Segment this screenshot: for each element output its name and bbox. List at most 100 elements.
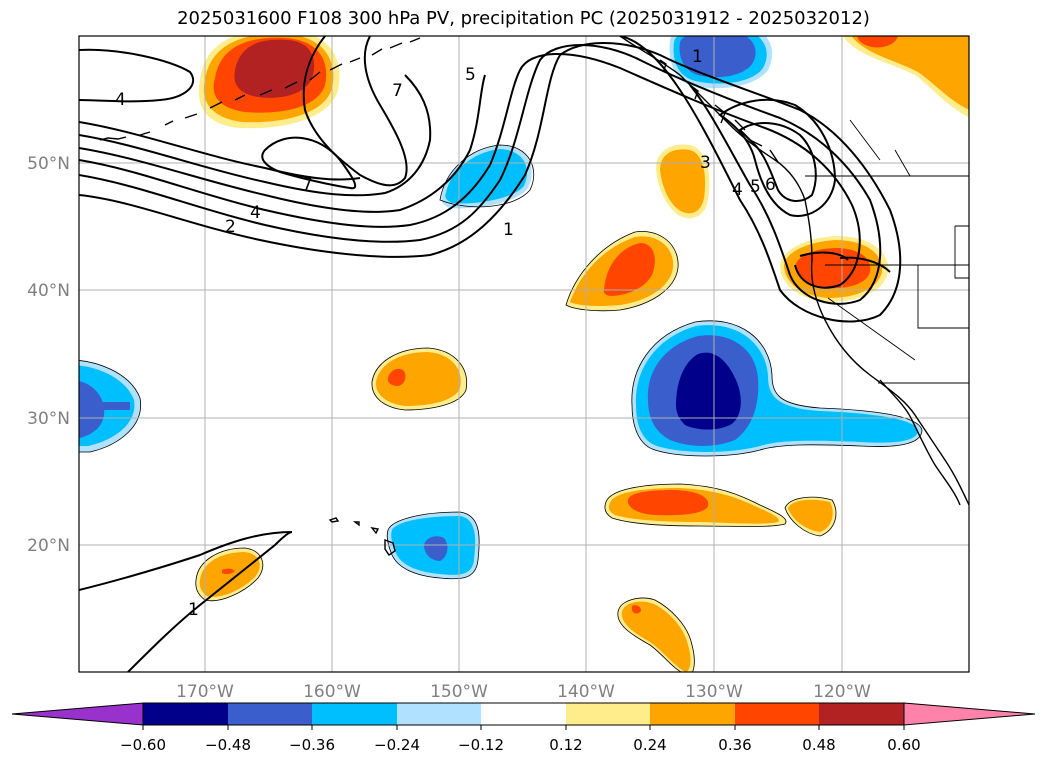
precip-negative-region: [679, 36, 756, 78]
precip-positive-region: [375, 352, 461, 406]
pv-label: 4: [250, 203, 261, 223]
pv-contour-labels: 1 2 4 5 7 7 3 4 5 6 4 1 1: [115, 47, 776, 620]
coastlines: [99, 36, 969, 556]
colorbar-label: −0.36: [289, 736, 335, 754]
lat-tick-labels: 50°N 40°N 30°N 20°N: [27, 154, 70, 556]
pv-label: 2: [225, 217, 236, 237]
precip-negative-region: [424, 536, 448, 561]
colorbar-tick-labels: −0.60 −0.48 −0.36 −0.24 −0.12 0.12 0.24 …: [120, 736, 921, 754]
pv-contour: [79, 531, 293, 591]
pv-label: 3: [700, 153, 711, 173]
pv-label: 5: [465, 65, 476, 85]
lat-label: 30°N: [27, 409, 70, 429]
precip-outline: [604, 483, 787, 527]
precip-outline: [617, 597, 695, 672]
map-area: 1 2 4 5 7 7 3 4 5 6 4 1 1: [79, 36, 969, 672]
colorbar-segment: [735, 703, 819, 725]
colorbar-extend-high: [903, 702, 1036, 726]
pv-contour: [261, 136, 357, 190]
pv-label: 4: [732, 180, 743, 200]
colorbar-label: −0.24: [374, 736, 420, 754]
precip-outline: [195, 547, 264, 602]
colorbar-label: −0.48: [205, 736, 251, 754]
pv-contour: [79, 52, 861, 289]
lat-label: 20°N: [27, 536, 70, 556]
precip-positive-region: [621, 601, 691, 672]
colorbar-label: 0.36: [718, 736, 751, 754]
precip-negative-region: [79, 381, 105, 438]
precip-outline: [784, 496, 837, 537]
coastline-aleutians: [99, 37, 421, 141]
border-canada-provinces: [849, 119, 911, 177]
precip-outline: [79, 360, 142, 453]
lat-label: 50°N: [27, 154, 70, 174]
pv-label: 7: [302, 175, 313, 195]
precip-positive-region: [660, 149, 706, 214]
pv-contour: [79, 74, 432, 197]
colorbar-segment: [566, 703, 650, 725]
pv-contour: [79, 121, 361, 181]
colorbar-segment: [650, 703, 735, 725]
lon-label: 170°W: [176, 682, 234, 702]
colorbar-label: −0.12: [458, 736, 504, 754]
colorbar-segment: [481, 703, 566, 725]
precip-positive-region: [857, 36, 898, 48]
pv-contour: [799, 251, 891, 273]
lon-label: 140°W: [557, 682, 615, 702]
pv-contours: [79, 36, 902, 672]
pv-contour: [79, 36, 902, 323]
precip-positive-region: [851, 36, 969, 110]
colorbar-frame: [142, 702, 905, 726]
pv-contour: [79, 48, 195, 103]
pv-contour: [302, 36, 408, 187]
border-states: [825, 225, 969, 384]
colorbar-label: 0.48: [802, 736, 835, 754]
pv-contour: [127, 531, 293, 672]
pv-label: 1: [503, 220, 514, 240]
precip-negative-region: [676, 352, 741, 430]
lon-label: 160°W: [303, 682, 361, 702]
colorbar-extend-low: [11, 702, 144, 726]
precip-negative-region: [100, 402, 130, 410]
colorbar-label: 0.24: [633, 736, 666, 754]
lon-label: 120°W: [813, 682, 871, 702]
precip-shading: [79, 36, 969, 672]
precip-outline: [631, 320, 923, 457]
pv-label: 4: [115, 90, 126, 110]
colorbar-segment: [228, 703, 312, 725]
pv-contour: [79, 74, 486, 213]
colorbar-ticks: [142, 725, 905, 730]
precip-outline: [371, 347, 468, 411]
colorbar-label: −0.60: [120, 736, 166, 754]
precip-outline: [565, 231, 679, 312]
pv-label: 1: [692, 47, 703, 67]
lon-tick-labels: 170°W 160°W 150°W 140°W 130°W 120°W: [176, 682, 871, 702]
colorbar-segment: [312, 703, 397, 725]
colorbar-segment: [397, 703, 481, 725]
precip-positive-region: [788, 499, 833, 532]
colorbar-label: 0.60: [887, 736, 920, 754]
lat-label: 40°N: [27, 281, 70, 301]
coastline-north-america: [619, 36, 969, 506]
pv-contour: [79, 44, 882, 305]
coastline-hawaii: [328, 517, 396, 556]
map-frame: [78, 35, 970, 673]
precip-positive-region: [632, 605, 641, 614]
pv-label: 1: [188, 600, 199, 620]
pv-label: 7: [392, 81, 403, 101]
lon-label: 130°W: [685, 682, 743, 702]
pv-label: 5: [750, 177, 761, 197]
precip-positive-region: [222, 568, 235, 575]
colorbar: −0.60 −0.48 −0.36 −0.24 −0.12 0.12 0.24 …: [11, 702, 1036, 754]
colorbar-segment: [143, 703, 228, 725]
pv-label: 6: [765, 175, 776, 195]
lon-label: 150°W: [430, 682, 488, 702]
coastline-baja: [879, 379, 961, 506]
chart-title: 2025031600 F108 300 hPa PV, precipitatio…: [177, 8, 870, 29]
precip-positive-region: [387, 368, 406, 386]
colorbar-label: 0.12: [549, 736, 582, 754]
precip-positive-region: [627, 490, 709, 516]
pv-contour: [718, 98, 837, 217]
pv-contour: [738, 122, 817, 202]
